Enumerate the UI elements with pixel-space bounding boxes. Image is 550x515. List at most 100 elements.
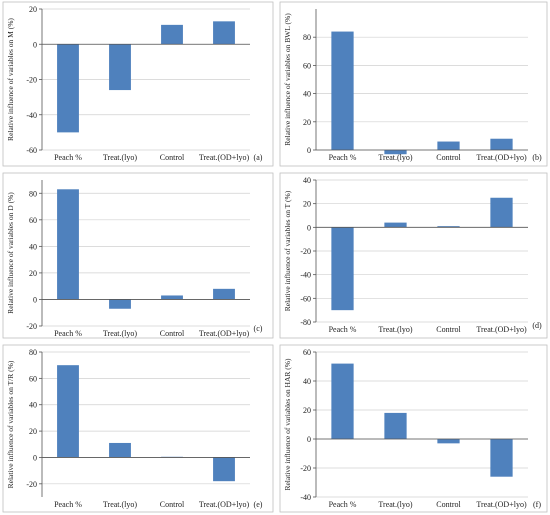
y-tick-label: -20 (26, 76, 37, 85)
bar (161, 295, 183, 300)
y-tick-label: 40 (303, 377, 311, 386)
y-tick-label: 20 (303, 406, 311, 415)
y-tick-label: -60 (300, 294, 311, 303)
y-axis-title: Relative influence of variables on BWL (… (283, 13, 292, 146)
x-tick-label: Peach % (54, 329, 82, 338)
bar (331, 31, 354, 151)
y-tick-label: 0 (307, 223, 311, 232)
y-tick-label: -60 (26, 146, 37, 155)
panel-border (279, 1, 548, 167)
y-tick-label: 20 (29, 5, 37, 14)
y-tick-label: -40 (300, 271, 311, 280)
x-tick-label: Peach % (54, 500, 82, 509)
x-tick-label: Control (436, 500, 461, 509)
y-tick-label: 40 (303, 90, 311, 99)
panel-border (279, 344, 548, 513)
x-tick-label: Peach % (329, 153, 357, 162)
y-tick-label: 60 (29, 216, 37, 225)
y-tick-label: -20 (300, 464, 311, 473)
bar (331, 227, 354, 311)
bar (161, 24, 183, 45)
y-tick-label: -20 (26, 322, 37, 331)
bar (109, 299, 131, 309)
chart-panel-2: 0 20 40 60 80 Peach % Treat.(lyo) Control Treat.… (279, 1, 548, 167)
y-tick-label: 20 (303, 200, 311, 209)
y-tick-label: -40 (26, 111, 37, 120)
panel-border (279, 172, 548, 339)
x-tick-label: Treat.(OD+lyo) (199, 153, 250, 162)
y-tick-label: 80 (29, 348, 37, 357)
bar (213, 21, 235, 45)
y-tick-label: -20 (300, 247, 311, 256)
y-tick-label: 80 (303, 33, 311, 42)
y-tick-label: 60 (29, 374, 37, 383)
y-tick-label: 40 (29, 242, 37, 251)
y-tick-label: 40 (29, 401, 37, 410)
bar (57, 189, 79, 300)
x-tick-label: Peach % (329, 500, 357, 509)
panel-label: (c) (254, 324, 263, 333)
y-tick-label: 0 (33, 40, 37, 49)
chart-panel-6: -40 -20 0 20 40 60 Peach % Treat.(lyo) Control Tr… (279, 344, 548, 513)
x-tick-label: Treat.(lyo) (103, 329, 137, 338)
y-tick-label: -40 (300, 493, 311, 502)
y-tick-label: -80 (300, 318, 311, 327)
panel-label: (b) (532, 153, 542, 162)
bar (109, 442, 131, 458)
y-tick-label: 60 (303, 61, 311, 70)
y-tick-label: 0 (33, 295, 37, 304)
bar (490, 197, 513, 228)
y-axis-title: Relative influence of variables on T/R (… (6, 360, 15, 488)
y-axis-title: Relative influence of variables on M (%) (6, 18, 15, 141)
bar (331, 363, 354, 439)
x-tick-label: Peach % (54, 153, 82, 162)
bar (213, 288, 235, 300)
y-tick-label: 20 (29, 427, 37, 436)
bar (490, 138, 513, 150)
bar (437, 141, 460, 150)
x-tick-label: Treat.(OD+lyo) (199, 500, 250, 509)
y-tick-label: 0 (307, 146, 311, 155)
y-tick-label: 40 (303, 176, 311, 185)
chart-panel-1: -60 -40 -20 0 20 Peach % Treat.(lyo) Control Tre… (2, 1, 274, 167)
bar (109, 44, 131, 91)
panel-border (2, 344, 274, 513)
panel-label: (f) (533, 500, 541, 509)
y-tick-label: 0 (33, 453, 37, 462)
x-tick-label: Treat.(lyo) (378, 325, 412, 334)
y-tick-label: 0 (307, 435, 311, 444)
chart-panel-3: -20 0 20 40 60 80 Peach % Treat.(lyo) Control Tre… (2, 172, 274, 339)
y-tick-label: 20 (29, 269, 37, 278)
x-tick-label: Control (436, 153, 461, 162)
y-tick-label: -20 (26, 480, 37, 489)
bar (490, 439, 513, 477)
panel-label: (d) (532, 321, 542, 330)
bar (213, 457, 235, 482)
x-tick-label: Treat.(OD+lyo) (199, 329, 250, 338)
x-tick-label: Peach % (329, 325, 357, 334)
panel-label: (e) (254, 500, 263, 509)
x-tick-label: Treat.(lyo) (378, 500, 412, 509)
y-tick-label: 20 (303, 118, 311, 127)
bar (384, 412, 407, 439)
x-tick-label: Treat.(lyo) (103, 153, 137, 162)
x-tick-label: Control (160, 153, 185, 162)
panel-border (2, 1, 274, 167)
y-tick-label: 60 (303, 348, 311, 357)
x-tick-label: Treat.(lyo) (103, 500, 137, 509)
y-axis-title: Relative influence of variables on T (%) (283, 190, 292, 311)
x-tick-label: Treat.(lyo) (378, 153, 412, 162)
x-tick-label: Treat.(OD+lyo) (476, 325, 527, 334)
y-axis-title: Relative influence of variables on HAR (… (283, 358, 292, 491)
panel-border (2, 172, 274, 339)
bar (437, 439, 460, 444)
chart-panel-5: -20 0 20 40 60 80 Peach % Treat.(lyo) Control Tre… (2, 344, 274, 513)
x-tick-label: Control (160, 329, 185, 338)
x-tick-label: Treat.(OD+lyo) (476, 500, 527, 509)
bar (437, 226, 460, 228)
chart-panel-4: -80 -60 -40 -20 0 20 40 Peach % Treat.(lyo) Contr… (279, 172, 548, 339)
y-axis-title: Relative influence of variables on D (%) (6, 192, 15, 314)
panel-label: (a) (254, 153, 263, 162)
bar (57, 365, 79, 458)
